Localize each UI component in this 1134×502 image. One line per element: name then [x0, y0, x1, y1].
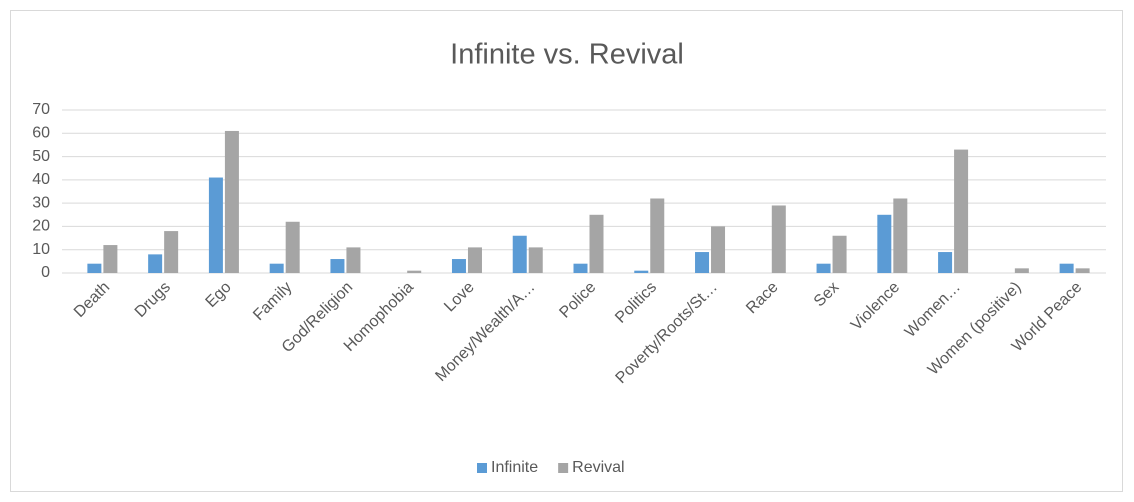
bar — [634, 270, 649, 273]
chart-title: Infinite vs. Revival — [450, 39, 684, 71]
chart-border — [10, 10, 1123, 492]
bar — [87, 263, 102, 273]
bar — [954, 149, 969, 273]
bar — [832, 235, 847, 273]
bar — [451, 259, 466, 273]
bar — [512, 235, 527, 273]
bar — [164, 231, 179, 273]
y-tick-label: 40 — [32, 171, 50, 188]
legend-label: Revival — [572, 459, 624, 476]
bar — [208, 177, 223, 273]
bar — [877, 214, 892, 273]
bar — [816, 263, 831, 273]
y-tick-label: 70 — [32, 101, 50, 118]
bar — [695, 252, 710, 273]
bar — [1059, 263, 1074, 273]
y-tick-label: 60 — [32, 125, 50, 142]
bar — [467, 247, 482, 273]
y-tick-label: 10 — [32, 241, 50, 258]
bar — [893, 198, 908, 273]
y-tick-label: 50 — [32, 148, 50, 165]
y-tick-label: 30 — [32, 194, 50, 211]
bar — [528, 247, 543, 273]
bar — [407, 270, 422, 273]
bar — [938, 252, 953, 273]
y-tick-label: 20 — [32, 218, 50, 235]
bar — [650, 198, 665, 273]
bar — [589, 214, 604, 273]
bar — [771, 205, 786, 273]
y-tick-label: 0 — [41, 264, 50, 281]
bar — [103, 245, 118, 273]
bar — [330, 259, 345, 273]
bar — [346, 247, 361, 273]
bar — [1014, 268, 1029, 273]
bar — [224, 130, 239, 273]
legend-label: Infinite — [491, 459, 538, 476]
legend-swatch — [558, 463, 569, 473]
bar — [269, 263, 284, 273]
bar — [711, 226, 726, 273]
bar — [1075, 268, 1090, 273]
bar — [573, 263, 588, 273]
bar — [148, 254, 163, 273]
bar — [285, 221, 300, 273]
legend-swatch — [477, 463, 487, 473]
